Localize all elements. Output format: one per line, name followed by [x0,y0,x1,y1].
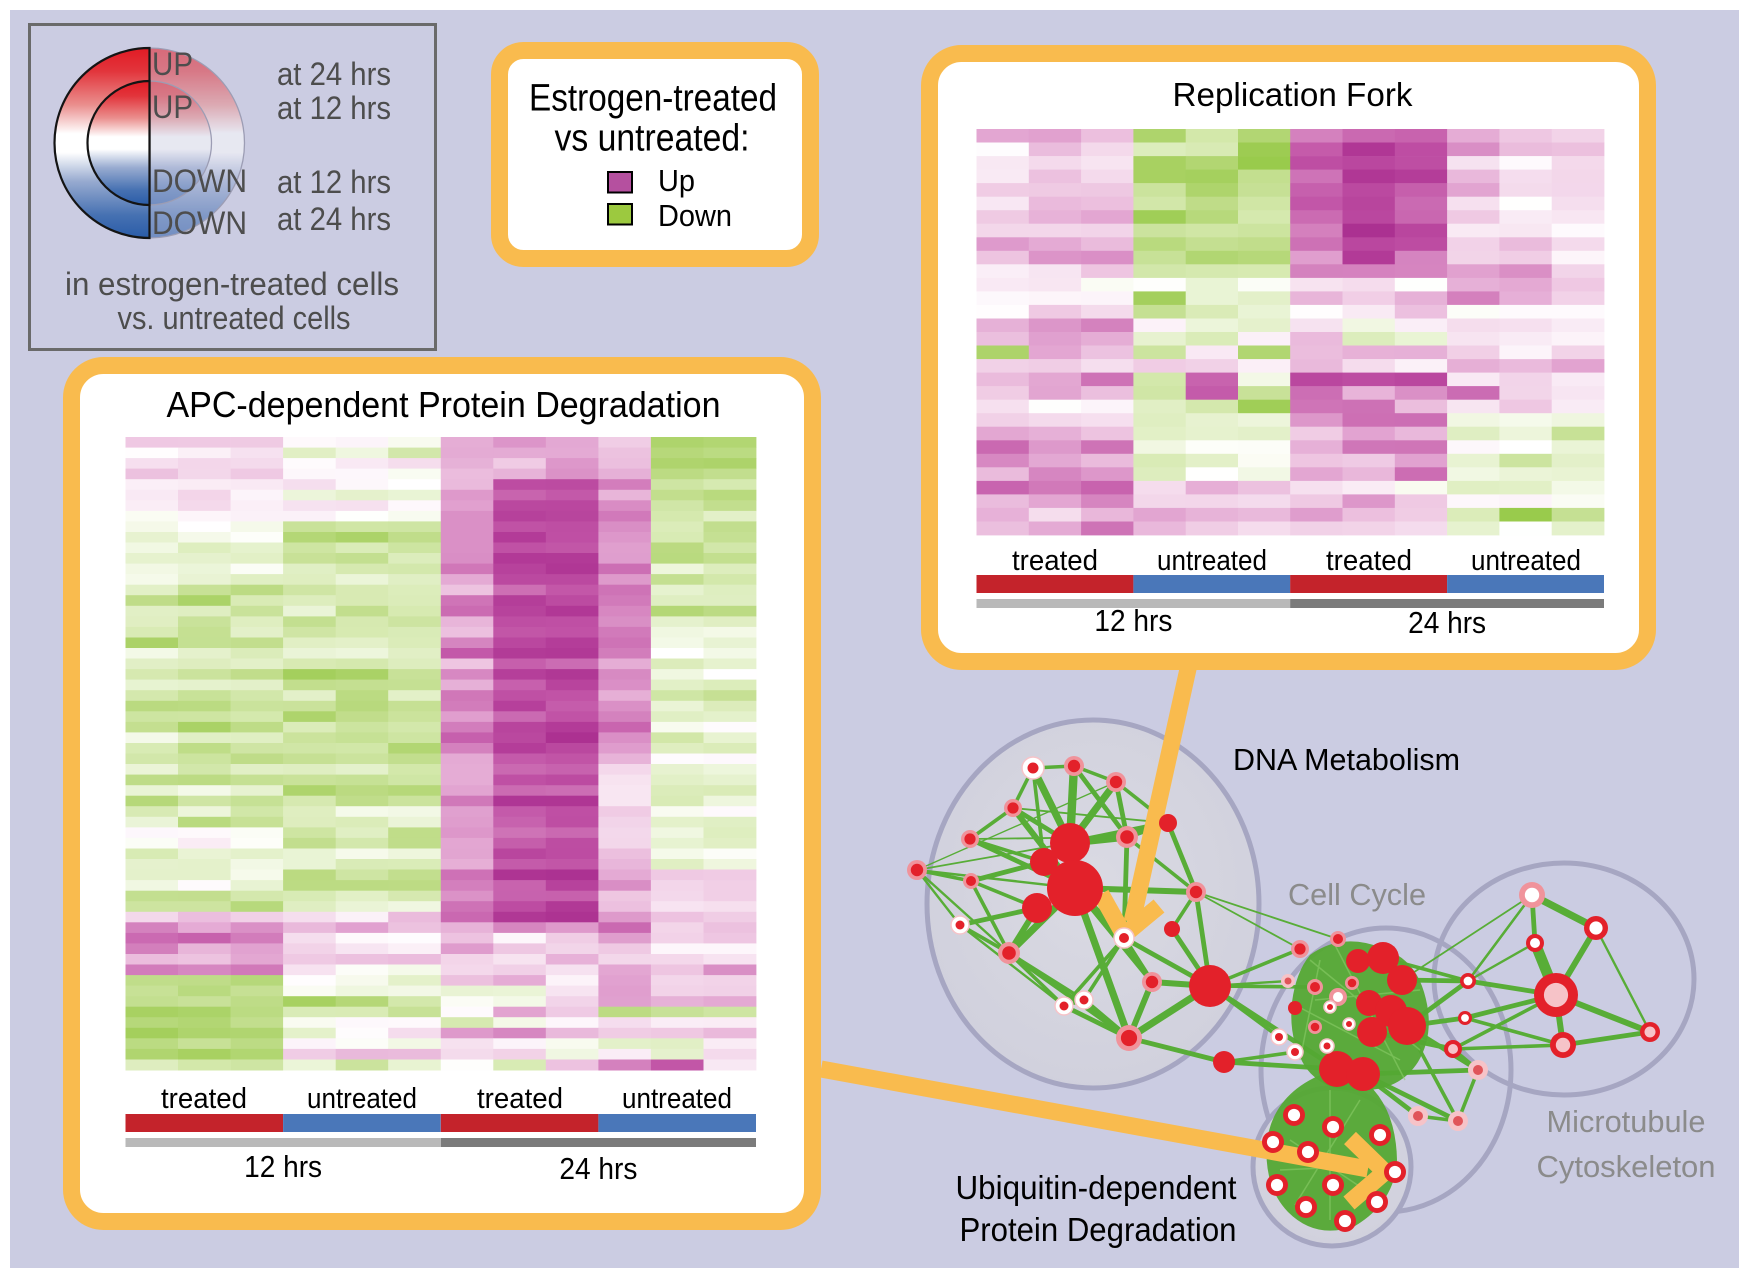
svg-text:Cytoskeleton: Cytoskeleton [1537,1149,1716,1184]
svg-text:24 hrs: 24 hrs [559,1151,637,1186]
svg-text:DOWN: DOWN [152,205,247,241]
svg-text:untreated: untreated [1471,545,1581,577]
svg-text:Cell Cycle: Cell Cycle [1288,877,1426,912]
svg-text:at 12 hrs: at 12 hrs [277,164,391,200]
svg-text:untreated: untreated [307,1083,417,1115]
svg-text:treated: treated [1012,545,1098,577]
svg-text:Microtubule: Microtubule [1547,1104,1706,1139]
svg-text:24 hrs: 24 hrs [1408,605,1486,640]
svg-text:DNA Metabolism: DNA Metabolism [1233,742,1460,777]
svg-text:APC-dependent Protein Degradat: APC-dependent Protein Degradation [167,384,721,425]
svg-text:UP: UP [152,46,193,82]
svg-text:treated: treated [161,1083,247,1115]
svg-text:at 24 hrs: at 24 hrs [277,201,391,237]
svg-text:Down: Down [658,198,732,233]
svg-text:Ubiquitin-dependent: Ubiquitin-dependent [956,1169,1237,1206]
svg-text:Replication Fork: Replication Fork [1173,76,1413,113]
svg-text:untreated: untreated [622,1083,732,1115]
svg-text:Protein Degradation: Protein Degradation [960,1211,1237,1248]
svg-text:at 24 hrs: at 24 hrs [277,56,391,92]
svg-text:12 hrs: 12 hrs [244,1149,322,1184]
svg-text:UP: UP [152,89,193,125]
svg-text:untreated: untreated [1157,545,1267,577]
svg-text:vs untreated:: vs untreated: [555,118,750,160]
svg-text:at 12 hrs: at 12 hrs [277,90,391,126]
svg-text:Estrogen-treated: Estrogen-treated [529,78,777,120]
svg-text:12 hrs: 12 hrs [1094,603,1172,638]
svg-text:treated: treated [1326,545,1412,577]
svg-text:in estrogen-treated cells: in estrogen-treated cells [65,266,399,302]
svg-text:treated: treated [477,1083,563,1115]
svg-text:vs. untreated cells: vs. untreated cells [118,300,351,336]
svg-text:DOWN: DOWN [152,163,247,199]
svg-text:Up: Up [658,163,695,198]
